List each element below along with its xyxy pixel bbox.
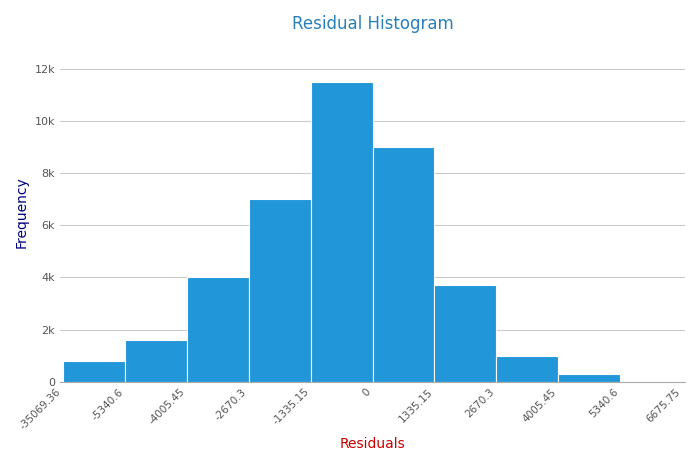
Bar [63,361,125,382]
Bar [435,285,496,382]
Bar [187,277,248,382]
Y-axis label: Frequency: Frequency [15,177,29,248]
Bar [125,340,187,382]
X-axis label: Residuals: Residuals [340,437,405,451]
Title: Residual Histogram: Residual Histogram [292,15,454,33]
Bar [311,82,372,382]
Bar [248,199,311,382]
Bar [496,356,558,382]
Bar [558,374,620,382]
Bar [372,147,435,382]
